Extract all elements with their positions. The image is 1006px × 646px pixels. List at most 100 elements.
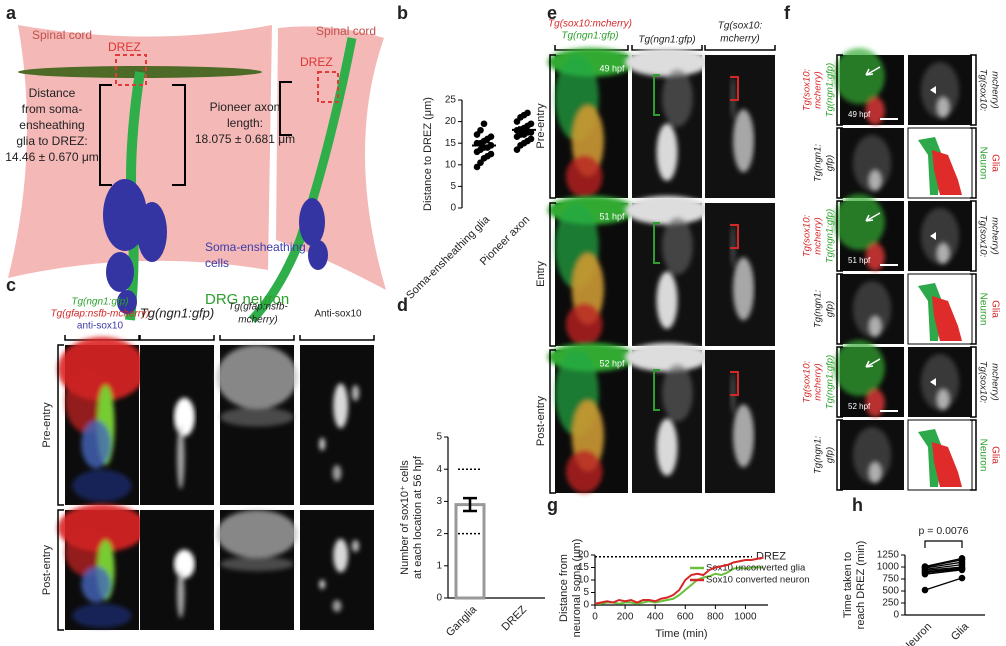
label: Pre-entry <box>41 402 53 448</box>
signal <box>81 420 111 469</box>
label: Pioneer axon <box>210 100 281 114</box>
y-tick-label: 0 <box>450 203 456 214</box>
signal <box>565 155 603 198</box>
glia-shape <box>932 150 962 195</box>
pair-line <box>924 561 963 569</box>
bar <box>454 503 486 600</box>
signal <box>833 340 885 396</box>
signal <box>351 385 360 401</box>
label: 52 hpf <box>848 402 871 411</box>
pair-line <box>924 569 963 575</box>
dot <box>921 563 929 570</box>
label: mcherry) <box>813 71 824 108</box>
micrograph-signal <box>730 76 754 173</box>
label: 49 hpf <box>848 110 871 119</box>
micrograph-signal <box>547 195 636 346</box>
micrograph-signal <box>319 383 360 481</box>
signal <box>351 540 360 552</box>
bracket <box>836 127 843 199</box>
micrograph-signal <box>920 354 960 410</box>
signal <box>220 556 294 572</box>
signal <box>852 427 892 483</box>
y-tick-label: 5 <box>436 432 442 443</box>
label: Tg(sox10: <box>718 21 763 32</box>
dot <box>480 120 488 128</box>
panel-label: c <box>6 275 16 295</box>
signal <box>565 303 603 346</box>
label: 51 hpf <box>848 256 871 265</box>
bracket <box>970 54 977 126</box>
bracket <box>836 419 843 491</box>
dot <box>477 126 484 134</box>
signal <box>81 566 111 603</box>
signal <box>920 208 960 264</box>
label: Tg(gfap:nsfb-mcherry) <box>51 309 150 320</box>
label: Neuron <box>977 147 988 180</box>
y-tick-label: 15 <box>578 562 590 573</box>
signal <box>936 243 950 264</box>
pair-line <box>924 563 963 571</box>
signal <box>177 570 185 618</box>
bracket <box>836 54 843 126</box>
label: gfp) <box>825 155 836 171</box>
x-tick-label: 400 <box>647 612 664 623</box>
label: Tg(gfap:nsfb- <box>228 302 288 313</box>
label: DREZ <box>108 40 141 54</box>
pair-line <box>924 557 963 568</box>
x-tick-label: 1000 <box>734 612 757 623</box>
label: gfp) <box>825 301 836 317</box>
arrow <box>865 66 881 76</box>
label: Tg(sox10: <box>977 361 988 404</box>
bracket-red <box>730 224 739 249</box>
legend-label: Sox10 unconverted glia <box>706 563 806 574</box>
signal <box>733 257 754 321</box>
label: Tg(ngn1: <box>813 436 824 474</box>
y-axis-label: at each location at 56 hpf <box>412 455 424 579</box>
bracket-green <box>653 369 660 411</box>
bracket <box>549 202 556 347</box>
signal <box>868 462 882 483</box>
y-tick-label: 15 <box>445 138 457 149</box>
dot <box>527 120 535 128</box>
arrowhead <box>930 86 936 94</box>
signal <box>72 603 132 628</box>
bracket <box>836 273 843 345</box>
label: gfp) <box>825 447 836 463</box>
signal <box>730 371 736 415</box>
bracket <box>836 346 843 418</box>
y-axis-label: neuronal soma (μm) <box>571 539 583 638</box>
micrograph-signal <box>852 427 892 483</box>
label: mcherry) <box>813 363 824 400</box>
label: Tg(sox10: <box>977 215 988 258</box>
micrograph-signal <box>174 397 195 489</box>
y-tick-label: 1250 <box>877 550 900 561</box>
signal <box>220 407 294 427</box>
y-axis-label: Time taken to <box>842 552 854 618</box>
label: Glia <box>989 446 1000 464</box>
y-tick-label: 1 <box>436 560 442 571</box>
glia-shape <box>932 296 962 341</box>
x-axis-label: Time (min) <box>655 628 707 640</box>
panel-label: b <box>397 3 408 23</box>
label: Spinal cord <box>316 24 376 38</box>
bracket-green <box>653 74 660 116</box>
error-bar <box>463 496 477 513</box>
label: DREZ <box>300 55 333 69</box>
label: Neuron <box>977 293 988 326</box>
y-tick-label: 500 <box>882 586 899 597</box>
pair-line <box>924 577 963 591</box>
y-axis-label: reach DREZ (min) <box>855 541 867 630</box>
dot <box>487 133 495 141</box>
signal <box>177 425 185 489</box>
y-tick-label: 2 <box>436 528 442 539</box>
label: DRG neuron <box>205 291 289 308</box>
panel-label: h <box>852 495 863 515</box>
micrograph-signal <box>57 504 147 628</box>
y-tick-label: 5 <box>583 587 589 598</box>
signal <box>319 437 326 451</box>
y-tick-label: 10 <box>445 159 457 170</box>
label: cells <box>205 256 229 270</box>
bracket <box>970 419 977 491</box>
y-tick-label: 1000 <box>877 562 900 573</box>
label: Tg(sox10: <box>802 69 813 112</box>
